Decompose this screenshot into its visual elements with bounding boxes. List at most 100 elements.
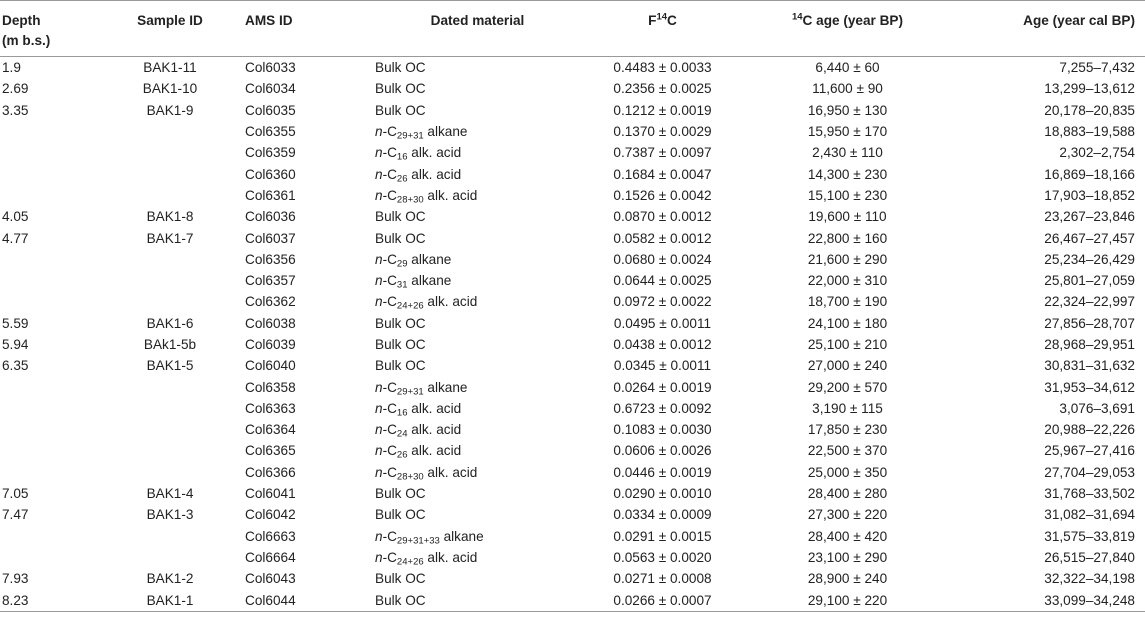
material-part: 26 (396, 173, 408, 184)
cell-dated-material: n-C16 alk. acid (375, 142, 580, 163)
cell-ams-id: Col6042 (245, 507, 296, 523)
cell-ams-id: Col6041 (245, 486, 296, 502)
cell-sample-id: BAK1-4 (146, 486, 194, 502)
cell-depth (0, 419, 95, 440)
cell-ams-id: Col6039 (245, 337, 296, 352)
cell-sample-id: BAK1-11 (143, 60, 197, 76)
cell-c14-age: 14,300 ± 230 (807, 166, 888, 182)
cell-ams-id: Col6037 (245, 230, 296, 246)
cell-f14c: 0.0291 ± 0.0015 (613, 528, 712, 544)
cell-f14c: 0.0972 ± 0.0022 (613, 294, 712, 310)
material-part: n (375, 400, 383, 416)
cell-c14-age: 3,190 ± 115 (812, 400, 883, 416)
cell-dated-material: n-C31 alkane (375, 270, 580, 291)
cell-c14-age: 15,950 ± 170 (807, 124, 888, 140)
header-c14-sup: 14 (791, 11, 803, 23)
material-part: n (375, 251, 383, 267)
material-part: n (375, 443, 383, 459)
cell-dated-material: Bulk OC (375, 313, 580, 334)
material-part: 31 (396, 279, 408, 291)
cell-c14-age: 11,600 ± 90 (812, 81, 883, 97)
material-part: -C (382, 251, 397, 267)
material-part: n (375, 145, 383, 161)
header-row: Depth (m b.s.) Sample ID AMS ID Dated ma… (0, 0, 1145, 57)
material-part: 28+30 (396, 194, 424, 206)
table-row: 4.77 BAK1-7 Col6037 Bulk OC 0.0582 ± 0.0012 2… (0, 227, 1145, 248)
cell-depth: 2.69 (2, 81, 29, 97)
material-part: -C (382, 294, 397, 310)
material-part: 29+31 (396, 130, 424, 142)
material-part: alk. acid (423, 294, 478, 310)
cell-ams-id: Col6364 (245, 422, 296, 438)
cell-cal-age: 25,801–27,059 (1044, 273, 1135, 289)
header-depth: Depth (m b.s.) (0, 0, 95, 57)
material-part: 16 (396, 407, 408, 419)
cell-sample-id (95, 526, 245, 547)
cell-c14-age: 17,850 ± 230 (807, 422, 888, 438)
cell-f14c: 0.0271 ± 0.0008 (613, 571, 712, 587)
cell-f14c: 0.0334 ± 0.0009 (613, 507, 712, 523)
cell-cal-age: 31,768–33,502 (1044, 486, 1135, 502)
cell-f14c: 0.0264 ± 0.0019 (613, 379, 712, 395)
cell-depth (0, 526, 95, 547)
cell-cal-age: 31,082–31,694 (1044, 507, 1135, 523)
cell-depth: 3.35 (2, 102, 29, 118)
cell-dated-material: Bulk OC (375, 504, 580, 525)
cell-depth (0, 547, 95, 568)
table-row: Col6356 n-C29 alkane 0.0680 ± 0.0024 21,600… (0, 249, 1145, 270)
table-row: Col6360 n-C26 alk. acid 0.1684 ± 0.0047 14,… (0, 163, 1145, 184)
cell-c14-age: 15,100 ± 230 (807, 187, 888, 203)
material-part: -C (382, 166, 397, 182)
cell-sample-id (95, 270, 245, 291)
cell-dated-material: n-C24+26 alk. acid (375, 547, 580, 568)
cell-ams-id: Col6033 (245, 60, 296, 76)
header-ams-id: AMS ID (245, 0, 375, 57)
cell-dated-material: n-C16 alk. acid (375, 398, 580, 419)
cell-sample-id (95, 185, 245, 206)
cell-cal-age: 27,704–29,053 (1044, 464, 1135, 480)
material-part: alkane (407, 251, 452, 267)
table-row: 5.94 BAk1-5b Col6039 Bulk OC 0.0438 ± 0.0012… (0, 334, 1145, 355)
cell-sample-id (95, 398, 245, 419)
material-part: alk. acid (423, 187, 478, 203)
material-part: 29+31 (396, 385, 424, 397)
material-part: n (375, 549, 383, 565)
cell-sample-id: BAK1-5 (146, 358, 194, 374)
cell-dated-material: Bulk OC (375, 206, 580, 227)
material-part: n (375, 187, 383, 203)
cell-f14c: 0.0266 ± 0.0007 (580, 589, 745, 612)
cell-sample-id (95, 121, 245, 142)
material-part: n (375, 124, 383, 140)
cell-depth (0, 398, 95, 419)
material-part: Bulk OC (375, 592, 426, 608)
cell-cal-age: 7,255–7,432 (1059, 60, 1135, 76)
material-part: alk. acid (423, 464, 478, 480)
material-part: 26 (396, 449, 408, 461)
material-part: 24 (396, 428, 408, 440)
cell-ams-id: Col6357 (245, 273, 296, 289)
table-row: 7.47 BAK1-3 Col6042 Bulk OC 0.0334 ± 0.0009 2… (0, 504, 1145, 525)
cell-sample-id: BAk1-5b (143, 337, 197, 352)
material-part: -C (382, 124, 397, 140)
material-part: 16 (396, 151, 408, 163)
cell-ams-id: Col6044 (245, 589, 375, 612)
cell-f14c: 0.1370 ± 0.0029 (613, 124, 712, 140)
cell-dated-material: Bulk OC (375, 334, 580, 355)
cell-dated-material: n-C24 alk. acid (375, 419, 580, 440)
cell-dated-material: n-C29 alkane (375, 249, 580, 270)
cell-cal-age: 26,515–27,840 (1044, 549, 1135, 565)
cell-depth: 7.93 (2, 571, 29, 587)
cell-depth: 4.05 (2, 209, 29, 225)
material-part: alkane (423, 124, 468, 140)
cell-c14-age: 28,400 ± 280 (807, 486, 888, 502)
cell-depth (0, 291, 95, 312)
material-part: n (375, 294, 383, 310)
material-part: 24+26 (396, 300, 424, 312)
material-part: 24+26 (396, 556, 424, 568)
cell-ams-id: Col6664 (245, 549, 296, 565)
cell-cal-age: 32,322–34,198 (1044, 571, 1135, 587)
table-row: 2.69 BAK1-10 Col6034 Bulk OC 0.2356 ± 0.0025… (0, 78, 1145, 99)
table-row: Col6362 n-C24+26 alk. acid 0.0972 ± 0.0022… (0, 291, 1145, 312)
header-c14-post: C age (year BP) (802, 13, 904, 28)
material-part: Bulk OC (375, 507, 426, 523)
